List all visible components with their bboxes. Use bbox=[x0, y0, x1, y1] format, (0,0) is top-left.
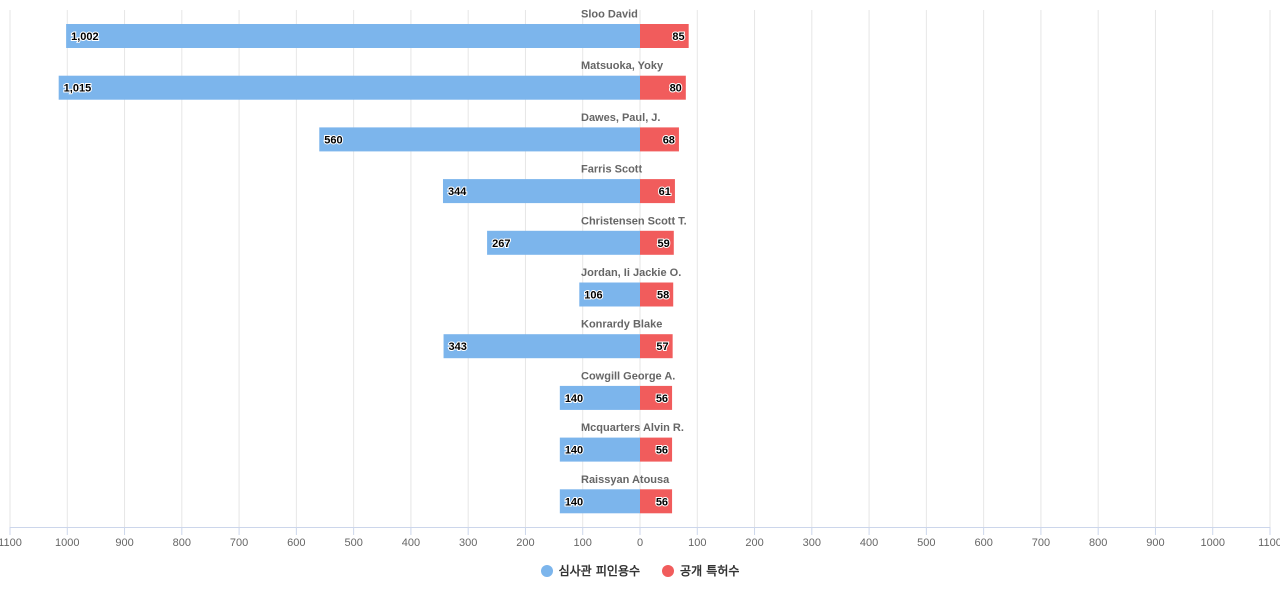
category-label: Matsuoka, Yoky bbox=[581, 60, 664, 72]
data-label-left: 1,015 bbox=[64, 83, 92, 95]
x-tick-label: 0 bbox=[637, 537, 643, 549]
x-tick-label: 200 bbox=[516, 537, 534, 549]
x-tick-label: 600 bbox=[287, 537, 305, 549]
bar-right[interactable] bbox=[640, 24, 689, 48]
x-tick-label: 100 bbox=[574, 537, 592, 549]
x-tick-label: 700 bbox=[1032, 537, 1050, 549]
category-label: Konrardy Blake bbox=[581, 319, 662, 331]
category-label: Christensen Scott T. bbox=[581, 215, 687, 227]
bar-right[interactable] bbox=[640, 75, 686, 100]
category-label: Cowgill George A. bbox=[581, 370, 675, 382]
bar-right[interactable] bbox=[640, 230, 674, 255]
bar-left[interactable] bbox=[487, 230, 640, 255]
x-tick-label: 1000 bbox=[55, 537, 79, 549]
category-label: Mcquarters Alvin R. bbox=[581, 422, 684, 434]
x-tick-label: 500 bbox=[917, 537, 935, 549]
data-label-left: 140 bbox=[565, 393, 583, 405]
x-tick-label: 1000 bbox=[1200, 537, 1224, 549]
x-tick-label: 400 bbox=[860, 537, 878, 549]
bar-left[interactable] bbox=[443, 334, 640, 359]
x-tick-label: 1100 bbox=[0, 537, 22, 549]
x-tick-label: 1100 bbox=[1258, 537, 1280, 549]
legend-item-right-series[interactable]: 공개 특허수 bbox=[662, 562, 739, 579]
data-label-left: 560 bbox=[324, 134, 342, 146]
bar-left[interactable] bbox=[579, 282, 640, 307]
data-label-left: 344 bbox=[448, 186, 467, 198]
bar-right[interactable] bbox=[640, 489, 673, 514]
legend-marker-icon bbox=[662, 564, 675, 577]
legend-label: 심사관 피인용수 bbox=[558, 564, 641, 578]
data-label-right: 85 bbox=[672, 31, 684, 43]
bar-right[interactable] bbox=[640, 334, 673, 359]
x-tick-label: 700 bbox=[230, 537, 248, 549]
data-label-right: 68 bbox=[663, 134, 675, 146]
data-label-left: 343 bbox=[449, 341, 467, 353]
x-tick-label: 900 bbox=[115, 537, 133, 549]
data-label-left: 106 bbox=[584, 290, 602, 302]
x-tick-label: 500 bbox=[344, 537, 362, 549]
data-label-right: 61 bbox=[659, 186, 671, 198]
category-label: Raissyan Atousa bbox=[581, 474, 670, 486]
data-label-right: 56 bbox=[656, 393, 668, 405]
x-tick-label: 400 bbox=[402, 537, 420, 549]
data-label-right: 58 bbox=[657, 290, 669, 302]
bar-right[interactable] bbox=[640, 282, 674, 307]
bar-right[interactable] bbox=[640, 179, 675, 204]
data-label-left: 140 bbox=[565, 496, 583, 508]
bar-left[interactable] bbox=[58, 75, 640, 100]
data-label-right: 57 bbox=[656, 341, 668, 353]
category-label: Dawes, Paul, J. bbox=[581, 112, 660, 124]
bar-left[interactable] bbox=[559, 385, 640, 410]
data-label-left: 140 bbox=[565, 445, 583, 457]
x-tick-label: 300 bbox=[803, 537, 821, 549]
x-tick-label: 600 bbox=[974, 537, 992, 549]
bar-right[interactable] bbox=[640, 437, 673, 462]
bar-right[interactable] bbox=[640, 127, 679, 152]
data-label-right: 56 bbox=[656, 445, 668, 457]
data-label-right: 59 bbox=[658, 238, 670, 250]
bar-left[interactable] bbox=[319, 127, 640, 152]
x-tick-label: 100 bbox=[688, 537, 706, 549]
x-tick-label: 800 bbox=[1089, 537, 1107, 549]
category-label: Farris Scott bbox=[581, 164, 642, 176]
x-tick-label: 900 bbox=[1146, 537, 1164, 549]
x-tick-label: 800 bbox=[173, 537, 191, 549]
bar-left[interactable] bbox=[442, 179, 640, 204]
data-label-left: 1,002 bbox=[71, 31, 99, 43]
data-label-right: 80 bbox=[670, 83, 682, 95]
data-label-left: 267 bbox=[492, 238, 510, 250]
legend-marker-icon bbox=[540, 564, 553, 577]
legend-item-left-series[interactable]: 심사관 피인용수 bbox=[540, 562, 641, 579]
bar-left[interactable] bbox=[66, 24, 641, 48]
x-tick-label: 300 bbox=[459, 537, 477, 549]
legend-label: 공개 특허수 bbox=[680, 564, 740, 578]
legend: 심사관 피인용수 공개 특허수 bbox=[0, 562, 1280, 579]
category-label: Jordan, Ii Jackie O. bbox=[581, 267, 681, 279]
category-label: Sloo David bbox=[581, 9, 638, 21]
bar-left[interactable] bbox=[559, 437, 640, 462]
bar-right[interactable] bbox=[640, 385, 673, 410]
bar-left[interactable] bbox=[559, 489, 640, 514]
data-label-right: 56 bbox=[656, 496, 668, 508]
x-tick-label: 200 bbox=[745, 537, 763, 549]
